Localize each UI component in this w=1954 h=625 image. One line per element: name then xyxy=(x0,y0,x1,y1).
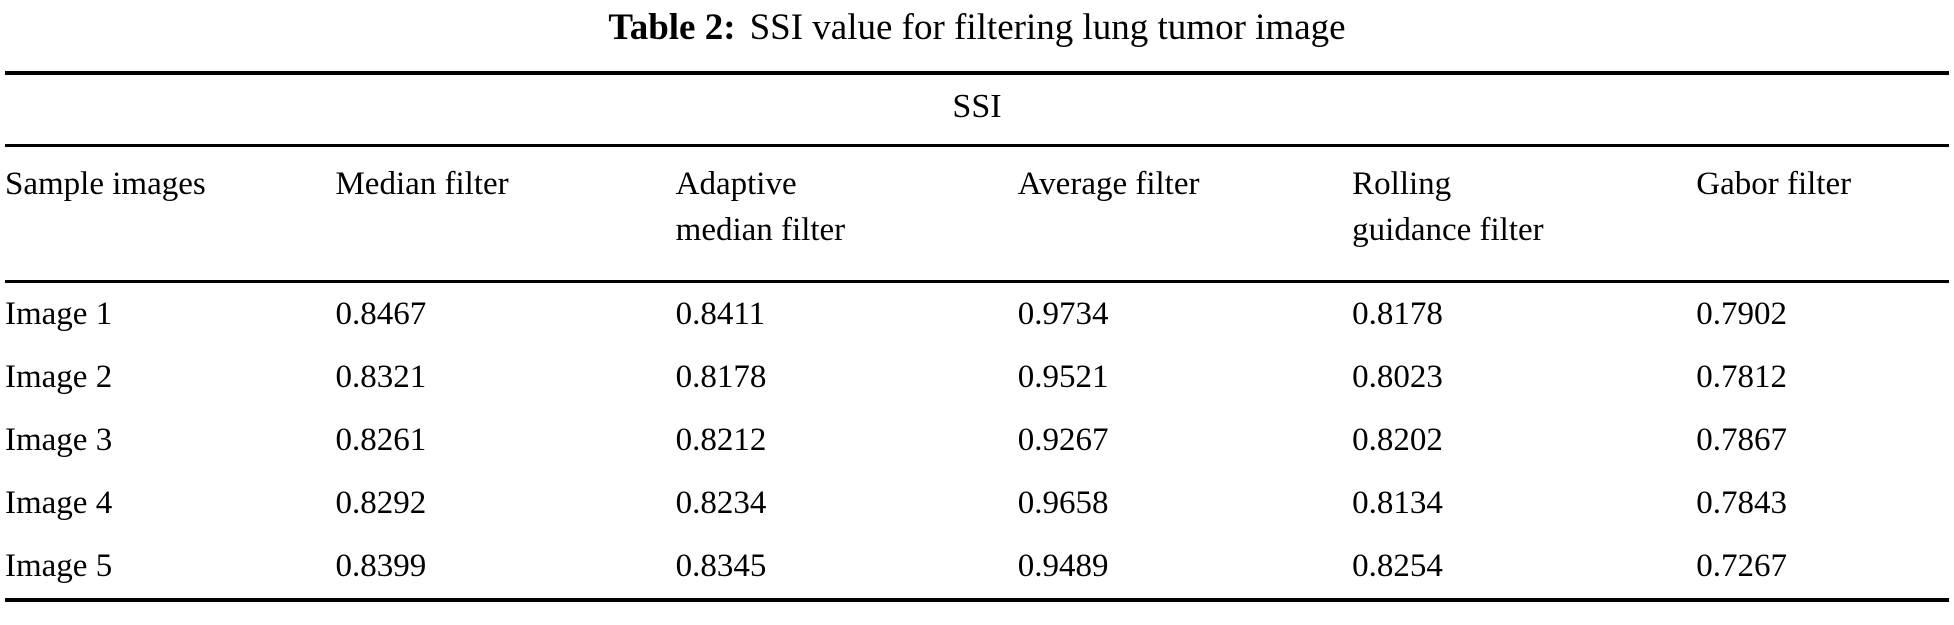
cell-value: 0.8023 xyxy=(1352,359,1443,395)
cell-value: 0.8134 xyxy=(1352,485,1443,521)
col-header-rolling-guidance-filter: Rolling guidance filter xyxy=(1352,145,1697,283)
cell-value: 0.9267 xyxy=(1017,422,1109,458)
row-label: Image 2 xyxy=(5,359,113,395)
cell-value: 0.7843 xyxy=(1696,485,1787,521)
cell-value: 0.8399 xyxy=(335,548,427,584)
cell-value: 0.7902 xyxy=(1696,296,1787,332)
caption-label: Table 2: xyxy=(608,7,736,48)
col-header-median-filter: Median filter xyxy=(335,145,676,283)
cell-value: 0.8261 xyxy=(335,422,427,458)
cell-value: 0.7267 xyxy=(1696,548,1787,584)
cell-value: 0.9489 xyxy=(1017,548,1109,584)
row-label: Image 4 xyxy=(5,485,113,521)
ssi-table: SSI Sample images Median filter Adaptive… xyxy=(5,71,1949,602)
col-header-gabor-filter: Gabor filter xyxy=(1696,145,1949,283)
cell-value: 0.8292 xyxy=(335,485,427,521)
table-caption: Table 2: SSI value for filtering lung tum… xyxy=(5,6,1949,50)
cell-value: 0.7867 xyxy=(1696,422,1787,458)
col-header-adaptive-median-filter: Adaptive median filter xyxy=(675,145,1018,283)
caption-text: SSI value for filtering lung tumor image xyxy=(749,7,1346,48)
table-row: Image 5 0.8399 0.8345 0.9489 0.8254 0.72… xyxy=(5,535,1949,600)
row-label: Image 5 xyxy=(5,548,113,584)
cell-value: 0.8202 xyxy=(1352,422,1443,458)
cell-value: 0.9734 xyxy=(1017,296,1109,332)
col-header-average-filter: Average filter xyxy=(1017,145,1353,283)
row-label: Image 3 xyxy=(5,422,113,458)
cell-value: 0.8178 xyxy=(1352,296,1443,332)
table-row: Image 2 0.8321 0.8178 0.9521 0.8023 0.78… xyxy=(5,346,1949,409)
cell-value: 0.8467 xyxy=(335,296,427,332)
col-header-sample-images: Sample images xyxy=(5,145,336,283)
cell-value: 0.8321 xyxy=(335,359,427,395)
cell-value: 0.8234 xyxy=(675,485,767,521)
column-header-row: Sample images Median filter Adaptive med… xyxy=(5,145,1949,283)
cell-value: 0.7812 xyxy=(1696,359,1787,395)
cell-value: 0.8411 xyxy=(675,296,766,332)
span-header-row: SSI xyxy=(5,73,1949,147)
cell-value: 0.8254 xyxy=(1352,548,1443,584)
cell-value: 0.8212 xyxy=(675,422,767,458)
cell-value: 0.9658 xyxy=(1017,485,1109,521)
span-header-ssi: SSI xyxy=(5,73,1949,147)
table-row: Image 3 0.8261 0.8212 0.9267 0.8202 0.78… xyxy=(5,409,1949,472)
cell-value: 0.9521 xyxy=(1017,359,1109,395)
table-row: Image 1 0.8467 0.8411 0.9734 0.8178 0.79… xyxy=(5,282,1949,347)
table-row: Image 4 0.8292 0.8234 0.9658 0.8134 0.78… xyxy=(5,472,1949,535)
cell-value: 0.8345 xyxy=(675,548,767,584)
cell-value: 0.8178 xyxy=(675,359,767,395)
row-label: Image 1 xyxy=(5,296,113,332)
